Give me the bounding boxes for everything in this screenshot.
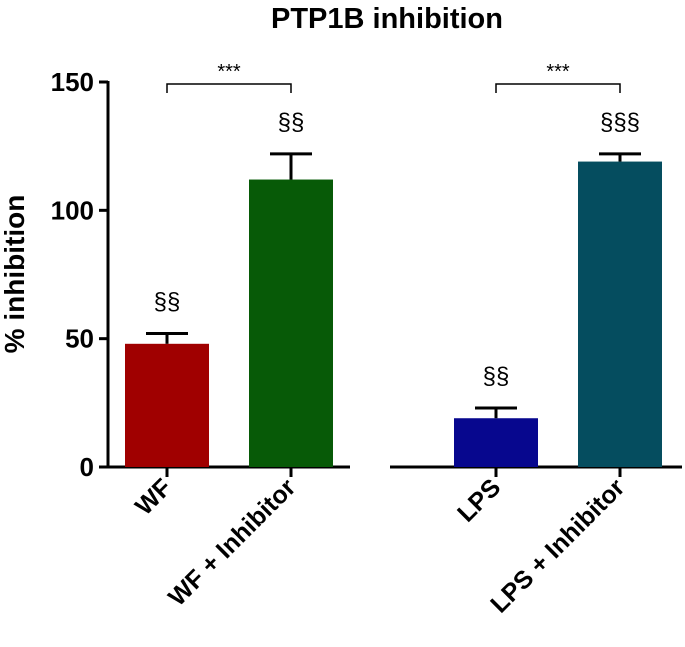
x-tick-label: WF + Inhibitor bbox=[163, 473, 301, 611]
labels: 0 50 100 150 §§ WF §§ WF + Inhibitor §§ LPS §§§ LPS… bbox=[51, 61, 640, 618]
bar bbox=[578, 161, 662, 468]
bar-annotation: §§§ bbox=[600, 109, 640, 136]
bar-annotation: §§ bbox=[278, 109, 305, 136]
bar bbox=[249, 179, 333, 468]
x-tick-label: WF bbox=[130, 473, 177, 520]
bars bbox=[125, 152, 662, 468]
significance-bracket bbox=[166, 83, 292, 93]
bar-annotation: §§ bbox=[483, 363, 510, 390]
y-tick-label: 0 bbox=[80, 452, 94, 482]
chart-title: PTP1B inhibition bbox=[271, 3, 503, 35]
y-tick-label: 50 bbox=[65, 324, 94, 354]
y-tick-label: 150 bbox=[51, 67, 94, 97]
significance-label: *** bbox=[217, 61, 241, 83]
x-tick-label: LPS + Inhibitor bbox=[485, 473, 630, 618]
significance-label: *** bbox=[546, 61, 570, 83]
y-tick-label: 100 bbox=[51, 195, 94, 225]
bar-annotation: §§ bbox=[154, 289, 181, 316]
bar bbox=[454, 418, 538, 467]
x-tick-label: LPS bbox=[452, 473, 506, 527]
bar bbox=[125, 343, 209, 467]
significance-bracket bbox=[495, 83, 621, 93]
y-axis-label: % inhibition bbox=[0, 195, 30, 354]
